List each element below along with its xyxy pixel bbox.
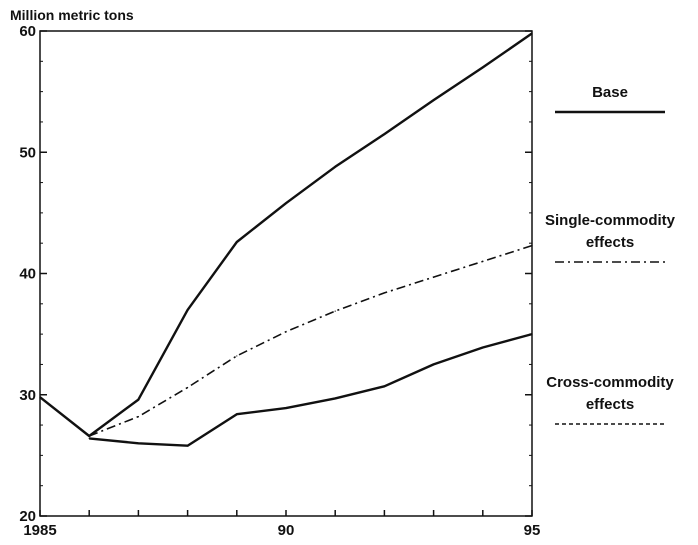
y-tick-label: 50 — [19, 144, 36, 161]
plot-frame — [39, 30, 533, 517]
series-2-point — [187, 445, 189, 447]
series-1-point — [187, 386, 189, 389]
legend-label: effects — [586, 234, 634, 251]
series-1-point — [482, 260, 484, 262]
y-tick-label: 40 — [19, 266, 36, 283]
series-2-point — [137, 442, 139, 444]
series-1-point — [236, 355, 238, 357]
series-2-point — [285, 407, 287, 409]
series-group — [39, 32, 533, 447]
legend-label: effects — [586, 396, 634, 413]
series-2-point — [383, 385, 385, 387]
series-0-point — [187, 309, 189, 311]
series-0-point — [383, 133, 385, 135]
series-1-point — [88, 435, 90, 437]
series-2-point — [334, 397, 336, 399]
x-axis-ticks: 1985 90 95 — [23, 510, 540, 539]
series-line-2 — [89, 332, 533, 447]
series-line-0 — [39, 32, 533, 438]
series-1-point — [334, 310, 336, 312]
series-2-point — [236, 413, 238, 415]
series-1-point — [383, 292, 385, 294]
series-line-1 — [88, 244, 533, 437]
legend-label: Cross-commodity — [546, 374, 674, 391]
series-0-point — [531, 32, 533, 35]
y-axis-ticks: 20 30 40 50 60 — [19, 23, 532, 525]
y-tick-label: 60 — [19, 23, 36, 40]
legend: Base Single-commodity effects Cross-commodi… — [545, 84, 676, 425]
x-tick-label: 90 — [278, 522, 295, 539]
series-0-point — [482, 66, 484, 68]
series-0-point — [39, 396, 41, 398]
y-axis-unit-label: Million metric tons — [10, 7, 134, 23]
series-1-point — [285, 331, 287, 333]
series-2-point — [531, 333, 533, 335]
series-0-point — [433, 99, 435, 101]
series-0-point — [236, 241, 238, 243]
x-tick-label: 1985 — [23, 522, 56, 539]
legend-label: Base — [592, 84, 628, 101]
series-0-point — [334, 166, 336, 168]
series-1-point — [531, 245, 533, 247]
x-tick-label: 95 — [524, 522, 541, 539]
series-2-point — [482, 346, 484, 349]
series-1-point — [137, 415, 139, 418]
series-2-point — [433, 363, 435, 366]
series-1-point — [433, 276, 435, 278]
series-0-point — [137, 399, 139, 401]
series-0-point — [285, 202, 287, 204]
y-tick-label: 20 — [19, 508, 36, 525]
legend-label: Single-commodity — [545, 212, 676, 229]
y-tick-label: 30 — [19, 387, 36, 404]
series-2-point — [88, 437, 90, 439]
